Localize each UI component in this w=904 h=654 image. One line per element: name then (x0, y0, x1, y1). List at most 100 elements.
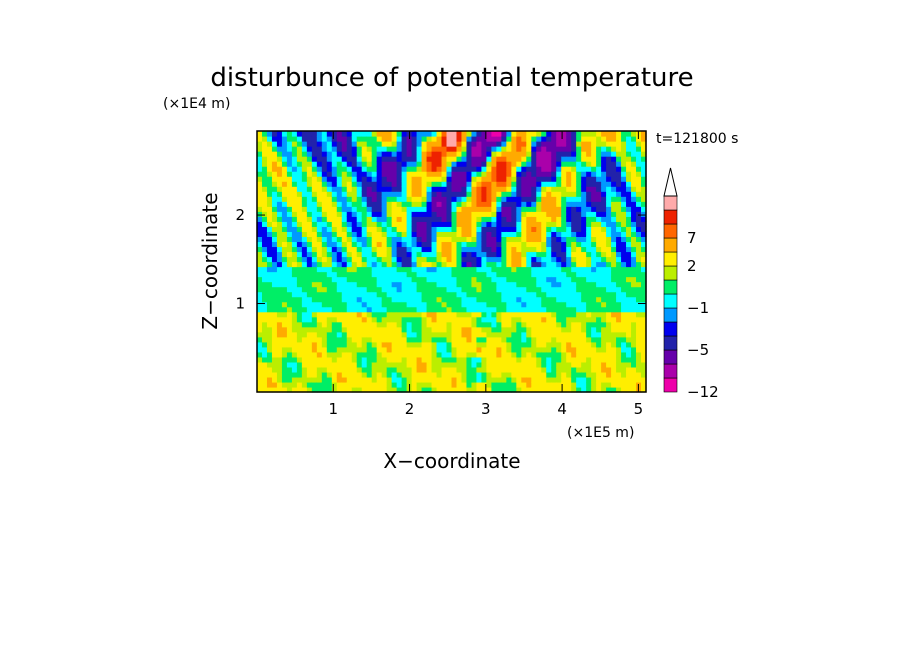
contour-cell (601, 271, 607, 278)
contour-cell (257, 286, 263, 293)
contour-cell (296, 206, 303, 212)
contour-cell (481, 296, 488, 303)
contour-cell (301, 306, 308, 313)
contour-cell (641, 166, 647, 172)
contour-cell (356, 246, 363, 253)
contour-cell (371, 151, 378, 157)
contour-cell (516, 206, 522, 212)
contour-cell (561, 311, 567, 318)
contour-cell (296, 146, 303, 152)
contour-cell (261, 226, 268, 232)
contour-cell (326, 176, 333, 182)
contour-cell (316, 131, 323, 137)
contour-cell (366, 146, 373, 152)
contour-cell (621, 266, 627, 273)
contour-cell (386, 286, 393, 293)
contour-cell (461, 281, 468, 288)
contour-cell (276, 276, 283, 283)
contour-cell (311, 206, 318, 212)
contour-cell (621, 166, 627, 172)
contour-cell (441, 351, 448, 358)
contour-cell (366, 226, 373, 232)
contour-cell (536, 201, 542, 207)
contour-cell (266, 156, 273, 162)
contour-cell (381, 216, 388, 222)
contour-cell (571, 131, 577, 137)
contour-cell (546, 281, 552, 288)
contour-cell (446, 266, 453, 273)
contour-cell (416, 336, 423, 343)
contour-cell (301, 216, 308, 222)
contour-cell (381, 146, 388, 152)
contour-cell (391, 141, 398, 147)
contour-cell (411, 301, 418, 308)
contour-cell (641, 246, 647, 253)
contour-cell (516, 171, 522, 177)
contour-cell (566, 261, 572, 268)
contour-cell (551, 226, 557, 232)
contour-cell (566, 376, 572, 383)
contour-cell (546, 331, 552, 338)
contour-cell (316, 236, 323, 243)
contour-cell (331, 306, 338, 313)
contour-cell (581, 186, 587, 192)
contour-cell (611, 336, 617, 343)
contour-cell (336, 141, 343, 147)
contour-cell (531, 191, 537, 197)
contour-cell (496, 336, 502, 343)
contour-cell (301, 371, 308, 378)
contour-cell (621, 316, 627, 323)
contour-cell (456, 161, 463, 167)
contour-cell (426, 176, 433, 182)
contour-cell (626, 341, 632, 348)
contour-cell (631, 206, 637, 212)
contour-cell (531, 196, 537, 202)
contour-cell (366, 191, 373, 197)
x-tick-label: 2 (405, 400, 415, 418)
contour-cell (521, 136, 527, 142)
contour-cell (621, 376, 627, 383)
contour-cell (321, 226, 328, 232)
contour-cell (271, 376, 278, 383)
contour-cell (311, 361, 318, 368)
contour-cell (411, 341, 418, 348)
contour-cell (271, 151, 278, 157)
contour-cell (376, 141, 383, 147)
contour-cell (386, 341, 393, 348)
contour-cell (616, 166, 622, 172)
contour-cell (361, 231, 368, 237)
contour-cell (271, 246, 278, 253)
contour-cell (331, 216, 338, 222)
contour-cell (576, 336, 582, 343)
contour-cell (456, 266, 463, 273)
contour-cell (601, 346, 607, 353)
contour-cell (591, 131, 597, 137)
contour-cell (396, 171, 403, 177)
contour-cell (466, 161, 473, 167)
contour-cell (551, 171, 557, 177)
contour-cell (386, 246, 393, 253)
contour-cell (641, 271, 647, 278)
contour-cell (401, 386, 408, 393)
contour-cell (581, 266, 587, 273)
contour-cell (461, 386, 468, 393)
contour-cell (526, 181, 532, 187)
contour-cell (376, 281, 383, 288)
contour-cell (356, 271, 363, 278)
contour-cell (346, 231, 353, 237)
contour-cell (261, 321, 268, 328)
contour-cell (556, 206, 562, 212)
contour-cell (526, 171, 532, 177)
contour-cell (456, 236, 463, 243)
contour-cell (536, 136, 542, 142)
contour-cell (496, 176, 502, 182)
contour-cell (466, 141, 473, 147)
contour-cell (311, 201, 318, 207)
contour-cell (266, 231, 273, 237)
contour-cell (311, 261, 318, 268)
contour-cell (311, 336, 318, 343)
y-tick-label: 1 (235, 295, 245, 313)
contour-cell (626, 366, 632, 373)
contour-cell (526, 186, 532, 192)
contour-cell (571, 206, 577, 212)
